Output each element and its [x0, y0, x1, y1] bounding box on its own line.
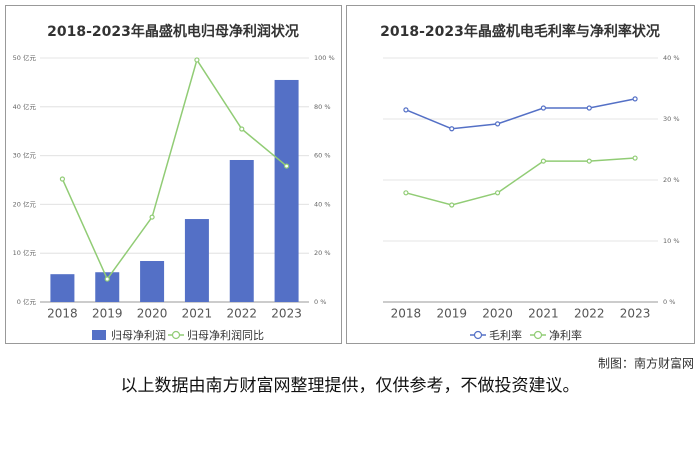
point: [632, 96, 638, 102]
line: [61, 58, 288, 281]
panel: [346, 5, 695, 344]
point: [104, 276, 110, 282]
point: [586, 158, 592, 164]
point: [494, 121, 501, 127]
bar: [184, 219, 209, 302]
x-tick-label: 2021: [528, 307, 559, 321]
x-tick-label: 2023: [620, 307, 651, 321]
bar: [140, 261, 165, 302]
x-tick-label: 2022: [226, 307, 257, 321]
x-tick-label: 2019: [436, 307, 467, 321]
legend-marker: [533, 330, 543, 340]
tick-label: 100 %: [314, 54, 335, 62]
legend-swatch: [92, 330, 106, 340]
tick-label: 20 %: [314, 249, 331, 257]
bar: [229, 159, 254, 302]
panel: [5, 5, 342, 344]
bar: [50, 274, 75, 302]
tick-label: 40 亿元: [13, 102, 37, 111]
x-tick-label: 2018: [47, 307, 78, 321]
note: 以上数据由南方财富网整理提供，仅供参考，不做投资建议。: [121, 376, 580, 396]
line: [405, 157, 636, 206]
point: [449, 126, 455, 132]
point: [283, 163, 290, 169]
x-tick-label: 2021: [182, 307, 213, 321]
point: [540, 105, 547, 111]
tick-label: 30 %: [663, 115, 680, 123]
legend-label: 归母净利润: [111, 328, 166, 342]
point: [632, 155, 638, 161]
legend-marker: [171, 330, 181, 340]
line: [405, 98, 636, 130]
legend-label: 归母净利润同比: [187, 328, 264, 342]
point: [449, 202, 455, 208]
tick-label: 0 %: [663, 298, 675, 306]
point: [494, 190, 501, 196]
legend-label: 毛利率: [489, 328, 522, 342]
tick-label: 10 %: [663, 237, 680, 245]
x-tick-label: 2019: [92, 307, 123, 321]
x-tick-label: 2022: [574, 307, 605, 321]
point: [540, 158, 547, 164]
tick-label: 60 %: [314, 152, 331, 160]
x-tick-label: 2018: [391, 307, 422, 321]
point: [403, 107, 409, 113]
x-tick-label: 2023: [271, 307, 302, 321]
x-tick-label: 2020: [482, 307, 513, 321]
bar: [274, 79, 299, 303]
chart-title: 2018-2023年晶盛机电归母净利润状况: [47, 23, 299, 40]
legend-marker: [473, 330, 483, 340]
tick-label: 40 %: [314, 200, 331, 208]
tick-label: 40 %: [663, 54, 680, 62]
tick-label: 80 %: [314, 103, 331, 111]
point: [239, 126, 245, 132]
chart-title: 2018-2023年晶盛机电毛利率与净利率状况: [380, 23, 660, 40]
tick-label: 30 亿元: [13, 151, 37, 160]
point: [59, 176, 66, 182]
point: [149, 214, 155, 220]
tick-label: 20 %: [663, 176, 680, 184]
tick-label: 10 亿元: [13, 248, 37, 257]
tick-label: 0 亿元: [17, 297, 37, 306]
legend-label: 净利率: [549, 328, 582, 342]
point: [403, 190, 409, 196]
credit: 制图：南方财富网: [598, 356, 694, 371]
tick-label: 0 %: [314, 298, 326, 306]
tick-label: 50 亿元: [13, 53, 37, 62]
x-tick-label: 2020: [137, 307, 168, 321]
tick-label: 20 亿元: [13, 199, 37, 208]
point: [586, 105, 592, 111]
point: [194, 57, 200, 63]
